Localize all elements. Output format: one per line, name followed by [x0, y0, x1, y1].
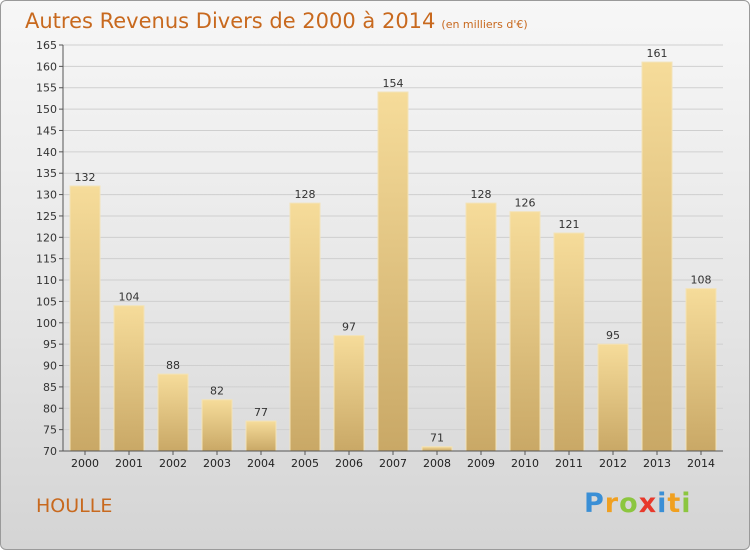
- y-tick-label: 115: [36, 253, 57, 266]
- bar-2007: [377, 91, 409, 452]
- y-tick-label: 75: [43, 424, 57, 437]
- x-tick-label: 2004: [247, 457, 275, 470]
- data-label-2009: 128: [471, 188, 492, 201]
- logo-letter: t: [667, 488, 682, 519]
- x-tick-label: 2001: [115, 457, 143, 470]
- data-label-2003: 82: [210, 385, 224, 398]
- y-tick-label: 85: [43, 381, 57, 394]
- x-tick-label: 2012: [599, 457, 627, 470]
- logo-letter: i: [681, 488, 692, 519]
- x-tick-label: 2003: [203, 457, 231, 470]
- x-tick-label: 2013: [643, 457, 671, 470]
- logo-letter: o: [619, 488, 639, 519]
- y-tick-label: 100: [36, 317, 57, 330]
- bar-2008: [421, 446, 453, 452]
- bars: [69, 61, 717, 452]
- labels: 70 75 80 85 90 95 100 105 110 115 120 125 130 135 140 1…: [36, 39, 715, 470]
- bar-2009: [465, 202, 497, 452]
- data-label-2008: 71: [430, 432, 444, 445]
- data-label-2007: 154: [383, 77, 404, 90]
- data-label-2013: 161: [647, 47, 668, 60]
- y-tick-label: 80: [43, 402, 57, 415]
- y-tick-label: 145: [36, 124, 57, 137]
- data-label-2004: 77: [254, 406, 268, 419]
- bar-2013: [641, 61, 673, 452]
- axes: [59, 44, 723, 455]
- y-tick-label: 140: [36, 146, 57, 159]
- x-tick-label: 2002: [159, 457, 187, 470]
- logo-letter: r: [604, 488, 620, 519]
- data-label-2010: 126: [515, 197, 536, 210]
- logo-letter: P: [584, 488, 605, 519]
- data-label-2006: 97: [342, 321, 356, 334]
- data-label-2011: 121: [559, 218, 580, 231]
- data-label-2000: 132: [75, 171, 96, 184]
- bar-2012: [597, 343, 629, 452]
- y-tick-label: 130: [36, 189, 57, 202]
- y-tick-label: 95: [43, 338, 57, 351]
- data-label-2014: 108: [691, 274, 712, 287]
- y-tick-label: 135: [36, 167, 57, 180]
- y-tick-label: 160: [36, 60, 57, 73]
- y-tick-label: 110: [36, 274, 57, 287]
- x-tick-label: 2000: [71, 457, 99, 470]
- chart-title-main: Autres Revenus Divers de 2000 à 2014: [25, 9, 436, 33]
- data-label-2001: 104: [119, 291, 140, 304]
- logo-letter: x: [638, 488, 658, 519]
- x-tick-label: 2011: [555, 457, 583, 470]
- data-label-2005: 128: [295, 188, 316, 201]
- bar-2000: [69, 185, 101, 452]
- bar-2005: [289, 202, 321, 452]
- location-label: HOULLE: [36, 495, 113, 517]
- bar-2014: [685, 288, 717, 452]
- x-tick-label: 2005: [291, 457, 319, 470]
- y-tick-label: 150: [36, 103, 57, 116]
- data-label-2002: 88: [166, 359, 180, 372]
- x-tick-label: 2010: [511, 457, 539, 470]
- chart-title-unit: (en milliers d'€): [441, 18, 528, 31]
- bar-2010: [509, 211, 541, 452]
- x-tick-label: 2007: [379, 457, 407, 470]
- bar-2004: [245, 420, 277, 452]
- y-tick-label: 125: [36, 210, 57, 223]
- logo-letter: i: [657, 488, 668, 519]
- bar-2003: [201, 399, 233, 452]
- bar-2006: [333, 335, 365, 452]
- y-tick-label: 155: [36, 82, 57, 95]
- y-tick-label: 165: [36, 39, 57, 52]
- y-tick-label: 90: [43, 360, 57, 373]
- data-label-2012: 95: [606, 329, 620, 342]
- x-tick-label: 2006: [335, 457, 363, 470]
- bar-2011: [553, 232, 585, 452]
- y-tick-label: 70: [43, 445, 57, 458]
- x-tick-label: 2009: [467, 457, 495, 470]
- y-tick-label: 105: [36, 295, 57, 308]
- chart-title: Autres Revenus Divers de 2000 à 2014 (en …: [25, 9, 528, 33]
- y-tick-label: 120: [36, 231, 57, 244]
- bar-2002: [157, 373, 189, 452]
- x-tick-label: 2008: [423, 457, 451, 470]
- x-tick-label: 2014: [687, 457, 715, 470]
- bar-2001: [113, 305, 145, 452]
- proxiti-logo: Proxiti: [584, 488, 692, 519]
